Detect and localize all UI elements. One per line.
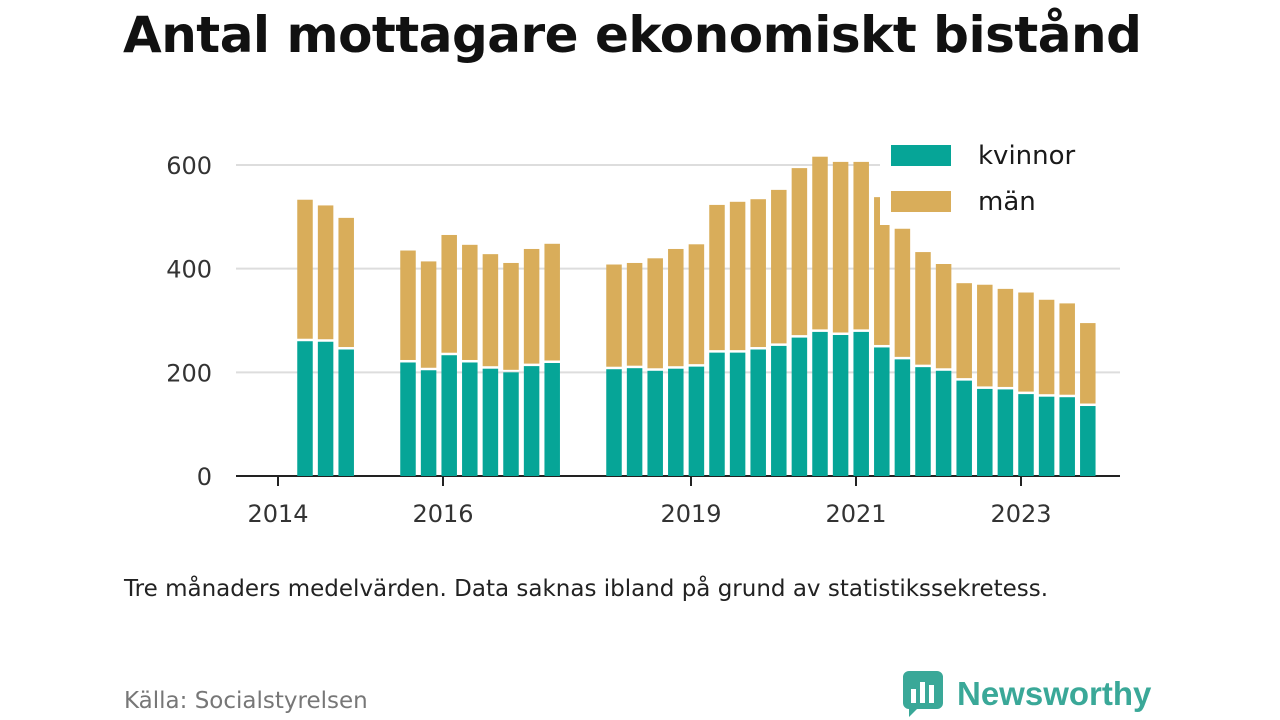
bar-kvinnor bbox=[956, 380, 972, 476]
y-tick-label: 600 bbox=[166, 152, 212, 180]
bar-man bbox=[709, 204, 725, 351]
bar-kvinnor bbox=[1059, 397, 1075, 476]
bar-man bbox=[626, 262, 643, 366]
bar-kvinnor bbox=[668, 368, 684, 476]
bar-man bbox=[832, 161, 849, 333]
y-tick-label: 200 bbox=[166, 359, 212, 387]
bar-man bbox=[647, 258, 663, 369]
bar-kvinnor bbox=[400, 362, 416, 476]
bar-man bbox=[297, 199, 313, 339]
bar-kvinnor bbox=[997, 389, 1014, 476]
x-axis-ticks: 2014 2016 2019 2021 2023 bbox=[247, 476, 1052, 528]
bar-man bbox=[997, 288, 1014, 387]
x-tick-label: 2023 bbox=[990, 500, 1051, 528]
bar-kvinnor bbox=[626, 368, 643, 476]
bar-kvinnor bbox=[482, 368, 499, 476]
bar-kvinnor bbox=[523, 366, 540, 476]
bar-man bbox=[853, 161, 869, 330]
bar-man bbox=[1059, 303, 1075, 395]
bar-kvinnor bbox=[297, 341, 313, 476]
bar-kvinnor bbox=[1018, 394, 1034, 476]
bar-kvinnor bbox=[420, 370, 437, 476]
bar-kvinnor bbox=[771, 345, 787, 476]
bar-man bbox=[977, 284, 993, 387]
legend: kvinnor män bbox=[880, 133, 1120, 225]
bar-kvinnor bbox=[853, 331, 869, 476]
bar-man bbox=[1038, 299, 1055, 395]
bar-kvinnor bbox=[1038, 396, 1055, 476]
bar-series bbox=[297, 156, 1096, 476]
bar-man bbox=[812, 156, 828, 330]
bar-man bbox=[771, 189, 787, 344]
bar-man bbox=[441, 234, 457, 353]
bar-kvinnor bbox=[317, 341, 334, 476]
bar-man bbox=[606, 264, 622, 367]
bar-man bbox=[482, 254, 499, 367]
legend-label: kvinnor bbox=[978, 141, 1076, 171]
bar-man bbox=[523, 248, 540, 364]
bar-kvinnor bbox=[338, 349, 354, 476]
x-tick-label: 2016 bbox=[412, 500, 473, 528]
x-tick-label: 2021 bbox=[825, 500, 886, 528]
bar-kvinnor bbox=[688, 366, 705, 476]
brand-logo[interactable]: Newsworthy bbox=[903, 671, 1151, 717]
bar-kvinnor bbox=[832, 335, 849, 476]
bar-man bbox=[750, 199, 766, 348]
bar-kvinnor bbox=[812, 331, 828, 476]
bar-man bbox=[894, 228, 911, 357]
chart-note: Tre månaders medelvärden. Data saknas ib… bbox=[124, 576, 1049, 602]
bar-man bbox=[1018, 292, 1034, 392]
bar-kvinnor bbox=[791, 337, 808, 476]
bar-man bbox=[462, 244, 478, 360]
bar-man bbox=[729, 201, 746, 351]
bar-kvinnor bbox=[647, 370, 663, 476]
bar-man bbox=[935, 264, 952, 369]
chart-title: Antal mottagare ekonomiskt bistånd bbox=[123, 6, 1142, 64]
y-tick-label: 0 bbox=[197, 463, 212, 491]
bar-kvinnor bbox=[894, 359, 911, 476]
y-tick-label: 400 bbox=[166, 256, 212, 284]
bar-kvinnor bbox=[935, 370, 952, 476]
source-text: Källa: Socialstyrelsen bbox=[124, 688, 368, 714]
bar-man bbox=[688, 244, 705, 365]
bar-man bbox=[400, 250, 416, 360]
bar-man bbox=[338, 217, 354, 348]
bar-man bbox=[915, 252, 931, 365]
bar-man bbox=[874, 197, 890, 345]
bar-kvinnor bbox=[874, 347, 890, 476]
bar-kvinnor bbox=[977, 388, 993, 476]
bar-kvinnor bbox=[441, 355, 457, 476]
x-tick-label: 2019 bbox=[660, 500, 721, 528]
bar-kvinnor bbox=[1080, 406, 1096, 476]
newsworthy-logo-icon bbox=[903, 671, 943, 717]
bar-kvinnor bbox=[462, 362, 478, 476]
bar-kvinnor bbox=[503, 372, 519, 476]
bar-kvinnor bbox=[915, 367, 931, 476]
bar-man bbox=[317, 205, 334, 340]
bar-kvinnor bbox=[750, 349, 766, 476]
bar-man bbox=[791, 168, 808, 336]
y-axis-ticks: 0 200 400 600 bbox=[166, 152, 212, 491]
stacked-bar-chart: 0 200 400 600 2014 2016 2019 2021 2023 kvinnor m… bbox=[166, 133, 1120, 528]
legend-swatch bbox=[891, 145, 951, 166]
bar-man bbox=[1080, 323, 1096, 404]
legend-swatch bbox=[891, 191, 951, 212]
legend-label: män bbox=[978, 187, 1036, 217]
bar-kvinnor bbox=[544, 363, 560, 476]
bar-kvinnor bbox=[709, 352, 725, 476]
bar-man bbox=[503, 262, 519, 370]
brand-name: Newsworthy bbox=[957, 675, 1152, 712]
bar-kvinnor bbox=[729, 352, 746, 476]
bar-man bbox=[668, 248, 684, 367]
bar-man bbox=[544, 243, 560, 361]
bar-man bbox=[956, 283, 972, 379]
x-tick-label: 2014 bbox=[247, 500, 308, 528]
bar-man bbox=[420, 261, 437, 368]
bar-kvinnor bbox=[606, 369, 622, 476]
